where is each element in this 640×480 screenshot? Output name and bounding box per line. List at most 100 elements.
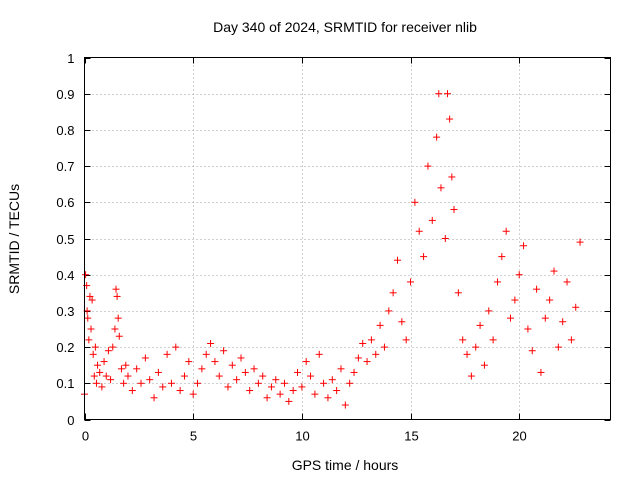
data-point <box>411 198 419 206</box>
data-point <box>85 336 93 344</box>
data-point <box>307 372 315 380</box>
data-point <box>294 368 302 376</box>
data-point <box>237 354 245 362</box>
x-tick-label: 20 <box>512 429 526 444</box>
data-point <box>88 296 96 304</box>
data-point <box>554 343 562 351</box>
data-points <box>81 90 584 409</box>
data-point <box>220 347 228 355</box>
data-point <box>550 267 558 275</box>
data-point <box>407 278 415 286</box>
data-point <box>441 235 449 242</box>
data-point <box>363 358 371 366</box>
data-point <box>154 368 162 376</box>
data-point <box>359 339 367 347</box>
data-point <box>324 394 332 402</box>
data-point <box>454 289 462 297</box>
y-axis-label: SRMTID / TECUs <box>6 184 22 294</box>
data-point <box>254 379 262 387</box>
data-point <box>172 343 180 351</box>
data-point <box>90 372 98 380</box>
data-point <box>211 358 219 366</box>
data-point <box>337 365 345 373</box>
y-tick-label: 0.2 <box>56 340 74 355</box>
data-point <box>259 372 267 380</box>
data-point <box>289 387 297 395</box>
data-point <box>100 358 108 366</box>
data-point <box>109 343 117 351</box>
x-tick-label: 15 <box>404 429 418 444</box>
data-point <box>567 336 575 344</box>
data-point <box>159 383 167 391</box>
data-point <box>563 278 571 286</box>
data-point <box>246 387 254 395</box>
chart-title: Day 340 of 2024, SRMTID for receiver nli… <box>213 19 477 35</box>
data-point <box>280 379 288 387</box>
data-point <box>398 318 406 326</box>
data-point <box>272 376 280 384</box>
data-point <box>115 332 123 340</box>
data-point <box>446 115 454 123</box>
data-point <box>341 401 349 409</box>
data-point <box>511 296 519 304</box>
data-point <box>507 314 515 322</box>
data-point <box>528 347 536 355</box>
data-point <box>515 271 523 279</box>
x-tick-label: 0 <box>82 429 89 444</box>
data-point <box>435 90 443 98</box>
data-point <box>572 303 580 311</box>
y-tick-label: 1 <box>67 51 74 66</box>
y-tick-label: 0.1 <box>56 376 74 391</box>
data-point <box>86 292 94 300</box>
data-point <box>450 206 458 214</box>
data-point <box>117 365 125 373</box>
data-point <box>150 394 158 402</box>
data-point <box>333 387 341 395</box>
data-point <box>541 314 549 322</box>
data-point <box>433 133 441 141</box>
data-point <box>385 307 393 315</box>
plot-frame <box>84 57 611 420</box>
data-point <box>437 184 445 192</box>
data-point <box>463 350 471 358</box>
data-point <box>92 379 100 387</box>
data-point <box>502 227 510 235</box>
data-point <box>276 390 284 398</box>
data-point <box>537 368 545 376</box>
y-tick-label: 0.3 <box>56 304 74 319</box>
data-point <box>402 336 410 344</box>
data-point <box>389 289 397 297</box>
data-point <box>350 368 358 376</box>
data-point <box>285 397 293 405</box>
data-point <box>320 379 328 387</box>
data-point <box>480 361 488 369</box>
data-point <box>524 325 532 333</box>
data-point <box>267 383 275 391</box>
data-point <box>102 372 110 380</box>
data-point <box>498 253 506 261</box>
data-point <box>476 321 484 329</box>
data-point <box>459 336 467 344</box>
data-point <box>346 379 354 387</box>
data-point <box>472 343 480 351</box>
data-point <box>493 278 501 286</box>
data-point <box>180 372 188 380</box>
data-point <box>202 350 210 358</box>
y-tick-label: 0.7 <box>56 159 74 174</box>
data-point <box>89 350 97 358</box>
data-point <box>198 365 206 373</box>
data-point <box>448 173 456 181</box>
data-point <box>315 350 323 358</box>
data-point <box>420 253 428 261</box>
data-point <box>146 376 154 384</box>
data-point <box>576 238 584 246</box>
y-tick-label: 0 <box>67 413 74 428</box>
x-axis-label: GPS time / hours <box>292 457 399 473</box>
data-point <box>91 343 99 351</box>
data-point <box>122 361 130 369</box>
data-point <box>104 347 112 355</box>
data-point <box>133 365 141 373</box>
data-point <box>424 162 432 170</box>
data-point <box>128 387 136 395</box>
